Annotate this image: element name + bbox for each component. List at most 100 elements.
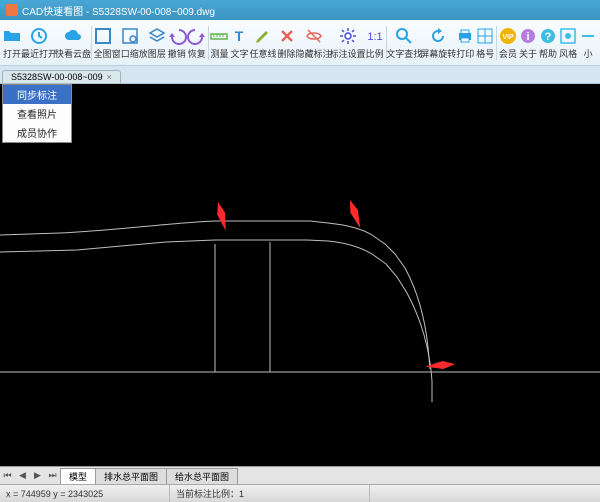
tool-label: 风格 bbox=[559, 47, 577, 60]
tool-label: 测量 bbox=[210, 47, 228, 60]
style-icon bbox=[558, 26, 578, 46]
tool-label: 文字 bbox=[230, 47, 248, 60]
tool-rotate[interactable]: 屏幕旋转 bbox=[421, 22, 455, 64]
tool-label: 最近打开 bbox=[21, 47, 57, 60]
close-tab-icon[interactable]: × bbox=[107, 72, 112, 82]
min-icon bbox=[578, 26, 598, 46]
tool-label: 比例 bbox=[366, 47, 384, 60]
tool-hideann[interactable]: 隐藏标注 bbox=[297, 22, 331, 64]
status-bar: x = 744959 y = 2343025 当前标注比例：1 bbox=[0, 484, 600, 502]
tool-full[interactable]: 全图 bbox=[93, 22, 113, 64]
titlebar: CAD快速看图 - S5328SW-00-008~009.dwg bbox=[0, 0, 600, 20]
toolbar-separator bbox=[91, 26, 92, 60]
menu-item-2[interactable]: 成员协作 bbox=[3, 123, 71, 142]
redo-icon bbox=[187, 26, 207, 46]
tool-print[interactable]: 打印 bbox=[455, 22, 475, 64]
layout-tab-2[interactable]: 给水总平面图 bbox=[166, 468, 238, 484]
drawing-canvas[interactable] bbox=[0, 84, 600, 466]
tool-text[interactable]: T 文字 bbox=[229, 22, 249, 64]
tool-min[interactable]: 小 bbox=[578, 22, 598, 64]
cloud-icon bbox=[63, 26, 83, 46]
status-coordinates: x = 744959 y = 2343025 bbox=[0, 485, 170, 502]
app-icon bbox=[6, 4, 18, 16]
toolbar-separator bbox=[208, 26, 209, 60]
open-icon bbox=[2, 26, 22, 46]
export-icon bbox=[475, 26, 495, 46]
tool-label: 标注设置 bbox=[330, 47, 366, 60]
layout-tab-strip: ⏮◀▶⏭模型排水总平面图给水总平面图 bbox=[0, 466, 600, 484]
context-menu[interactable]: 同步标注查看照片成员协作 bbox=[2, 84, 72, 143]
tool-annset[interactable]: 标注设置 bbox=[331, 22, 365, 64]
winzoom-icon bbox=[120, 26, 140, 46]
tool-label: 图层 bbox=[148, 47, 166, 60]
status-scale: 当前标注比例：1 bbox=[170, 485, 370, 502]
window-title: CAD快速看图 - S5328SW-00-008~009.dwg bbox=[22, 3, 215, 18]
svg-text:?: ? bbox=[545, 31, 552, 43]
menu-item-1[interactable]: 查看照片 bbox=[3, 104, 71, 123]
tool-recent[interactable]: 最近打开 bbox=[22, 22, 56, 64]
toolbar: 打开最近打开快看云盘全图窗口缩放图层撤销恢复测量 T 文字任意线删除隐藏标注标注设置… bbox=[0, 20, 600, 66]
rotate-icon bbox=[428, 26, 448, 46]
tool-label: 撤销 bbox=[168, 47, 186, 60]
tool-label: 小 bbox=[584, 47, 593, 60]
findtext-icon bbox=[394, 26, 414, 46]
svg-text:i: i bbox=[526, 31, 529, 43]
layout-nav-3[interactable]: ⏭ bbox=[45, 470, 60, 481]
layout-nav-1[interactable]: ◀ bbox=[15, 470, 30, 481]
tool-layers[interactable]: 图层 bbox=[147, 22, 167, 64]
tool-label: 屏幕旋转 bbox=[420, 47, 456, 60]
tool-label: 恢复 bbox=[188, 47, 206, 60]
tool-open[interactable]: 打开 bbox=[2, 22, 22, 64]
svg-text:1:1: 1:1 bbox=[367, 31, 382, 43]
svg-text:VIP: VIP bbox=[502, 34, 514, 41]
tool-style[interactable]: 风格 bbox=[558, 22, 578, 64]
delete-icon bbox=[277, 26, 297, 46]
tool-label: 关于 bbox=[519, 47, 537, 60]
tool-label: 会员 bbox=[499, 47, 517, 60]
tool-help[interactable]: ? 帮助 bbox=[538, 22, 558, 64]
about-icon: i bbox=[518, 26, 538, 46]
file-tab[interactable]: S5328SW-00-008~009 × bbox=[2, 70, 121, 83]
tool-scale[interactable]: 1:1 比例 bbox=[365, 22, 385, 64]
layout-tab-0[interactable]: 模型 bbox=[60, 468, 96, 484]
help-icon: ? bbox=[538, 26, 558, 46]
file-tab-label: S5328SW-00-008~009 bbox=[11, 72, 103, 82]
layout-nav-0[interactable]: ⏮ bbox=[0, 470, 15, 481]
tool-winzoom[interactable]: 窗口缩放 bbox=[113, 22, 147, 64]
tool-delete[interactable]: 删除 bbox=[277, 22, 297, 64]
toolbar-separator bbox=[496, 26, 497, 60]
measure-icon bbox=[209, 26, 229, 46]
tool-measure[interactable]: 测量 bbox=[209, 22, 229, 64]
tool-export[interactable]: 格号 bbox=[475, 22, 495, 64]
vip-icon: VIP bbox=[498, 26, 518, 46]
tool-about[interactable]: i 关于 bbox=[518, 22, 538, 64]
layout-nav-2[interactable]: ▶ bbox=[30, 470, 45, 481]
hideann-icon bbox=[304, 26, 324, 46]
layout-tab-1[interactable]: 排水总平面图 bbox=[95, 468, 167, 484]
tool-redo[interactable]: 恢复 bbox=[187, 22, 207, 64]
tool-label: 帮助 bbox=[539, 47, 557, 60]
svg-text:T: T bbox=[235, 28, 244, 44]
annset-icon bbox=[338, 26, 358, 46]
undo-icon bbox=[167, 26, 187, 46]
tool-label: 打开 bbox=[3, 47, 21, 60]
tool-undo[interactable]: 撤销 bbox=[167, 22, 187, 64]
tool-label: 快看云盘 bbox=[55, 47, 91, 60]
tool-vip[interactable]: VIP 会员 bbox=[498, 22, 518, 64]
tool-label: 格号 bbox=[476, 47, 494, 60]
tool-cloud[interactable]: 快看云盘 bbox=[56, 22, 90, 64]
text-icon: T bbox=[229, 26, 249, 46]
tool-label: 文字查找 bbox=[386, 47, 422, 60]
tool-label: 全图 bbox=[94, 47, 112, 60]
print-icon bbox=[455, 26, 475, 46]
tool-label: 删除 bbox=[278, 47, 296, 60]
tool-label: 任意线 bbox=[250, 47, 277, 60]
file-tab-strip: S5328SW-00-008~009 × bbox=[0, 66, 600, 84]
tool-findtext[interactable]: 文字查找 bbox=[387, 22, 421, 64]
recent-icon bbox=[29, 26, 49, 46]
scale-icon: 1:1 bbox=[365, 26, 385, 46]
tool-label: 窗口缩放 bbox=[112, 47, 148, 60]
menu-item-0[interactable]: 同步标注 bbox=[3, 85, 71, 104]
tool-label: 打印 bbox=[456, 47, 474, 60]
tool-polyline[interactable]: 任意线 bbox=[250, 22, 277, 64]
